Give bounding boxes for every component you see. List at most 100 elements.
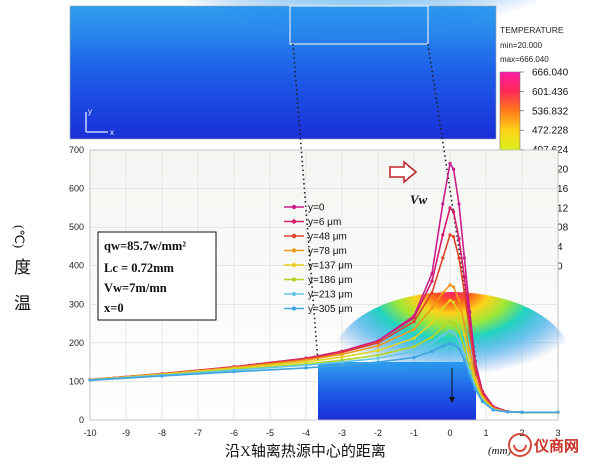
colorbar-tick-label: 536.832	[532, 106, 569, 117]
series-point	[452, 342, 456, 346]
legend-marker	[291, 233, 297, 239]
series-point	[452, 331, 456, 335]
legend-label: y=137 μm	[308, 261, 352, 272]
series-point	[340, 352, 344, 357]
series-point	[441, 202, 445, 206]
colorbar-tick-label: 601.436	[532, 87, 569, 98]
series-point	[452, 210, 456, 214]
series-point	[376, 360, 380, 364]
series-point	[340, 355, 344, 359]
watermark: 仪商网	[508, 433, 579, 457]
y-axis-char-2: 度	[14, 258, 31, 277]
series-point	[452, 285, 456, 289]
x-tick-label: 0	[447, 428, 452, 438]
y-axis-char-1: 温	[14, 294, 31, 313]
watermark-text: 仪商网	[533, 437, 579, 455]
series-point	[376, 344, 380, 348]
series-point	[412, 320, 416, 324]
legend-label: y=6 μm	[308, 217, 341, 228]
series-point	[376, 341, 380, 345]
series-point	[462, 256, 466, 260]
y-tick-label: 300	[69, 299, 84, 309]
series-point	[520, 410, 524, 414]
series-point	[430, 341, 434, 345]
series-point	[448, 161, 452, 166]
legend-label: y=78 μm	[308, 246, 347, 257]
x-tick-label: -7	[194, 428, 202, 438]
colorbar-tick-label: 666.040	[532, 68, 569, 79]
series-point	[462, 275, 466, 279]
series-point	[457, 347, 461, 351]
series-point	[468, 374, 472, 378]
x-axis-title: 沿X轴离热源中心的距离	[225, 443, 386, 460]
x-tick-label: -8	[158, 428, 166, 438]
series-point	[448, 329, 452, 333]
y-tick-label: 600	[69, 184, 84, 194]
legend-marker	[291, 277, 297, 282]
series-point	[462, 347, 466, 351]
y-tick-label: 100	[69, 376, 84, 386]
velocity-arrow-icon	[389, 160, 418, 184]
series-point	[376, 356, 380, 360]
plot-area: -10 -9 -8 -7 -6 -5 -4 -3 -2 -1 0 1 2 3 01002003004005…	[69, 43, 572, 438]
param-line-1: qw=85.7w/mm²	[104, 239, 186, 253]
series-point	[441, 233, 445, 237]
y-tick-label: 0	[79, 415, 84, 425]
series-point	[430, 349, 434, 353]
series-point	[473, 387, 477, 391]
series-point	[448, 342, 452, 346]
colorbar-max-label: max=666.040	[500, 55, 549, 64]
series-point	[506, 410, 510, 414]
series-point	[452, 167, 456, 171]
x-tick-label: -9	[122, 428, 130, 438]
param-line-3: Vw=7m/mn	[104, 281, 167, 295]
param-line-2: Lc = 0.72mm	[104, 261, 175, 275]
legend-marker	[291, 291, 297, 297]
series-point	[462, 333, 466, 337]
colorbar-min-label: min=20.000	[500, 41, 543, 50]
triad-y-label: y	[88, 107, 92, 116]
velocity-indicator: Vw	[389, 160, 428, 207]
legend-label: y=186 μm	[308, 275, 352, 286]
zoom-window	[289, 5, 429, 45]
series-point	[430, 321, 434, 325]
series-point	[441, 256, 445, 260]
series-point	[304, 363, 308, 367]
series-point	[412, 327, 416, 331]
series-point	[441, 291, 445, 295]
velocity-label: Vw	[410, 192, 428, 207]
series-layer	[88, 161, 560, 414]
x-tick-label: -2	[374, 428, 382, 438]
series-point	[452, 235, 456, 239]
x-tick-label: 2	[519, 428, 524, 438]
series-point	[430, 306, 434, 310]
legend-label: y=48 μm	[308, 232, 347, 243]
y-tick-label: 400	[69, 261, 84, 271]
series-point	[430, 335, 434, 339]
x-tick-label: -5	[266, 428, 274, 438]
series-point	[376, 353, 380, 357]
series-point	[457, 202, 461, 206]
series-point	[457, 298, 461, 303]
parameter-box: qw=85.7w/mm² Lc = 0.72mm Vw=7m/mn x=0	[97, 231, 217, 321]
legend-marker	[291, 248, 297, 253]
x-tick-label: 3	[555, 428, 560, 438]
series-point	[448, 206, 452, 210]
legend-marker	[291, 306, 297, 311]
colorbar-title: TEMPERATURE	[500, 25, 564, 35]
series-point	[457, 338, 461, 342]
series-point	[412, 345, 416, 349]
series-point	[448, 320, 452, 324]
projection-line-left	[292, 43, 319, 363]
series-point	[376, 348, 380, 353]
contour-field: y x	[69, 0, 602, 156]
legend: y=0 y=6 μm y=48 μm y=78 μm y=137 μm y=186 μm y…	[284, 203, 352, 315]
series-point	[457, 237, 461, 241]
watermark-logo-icon	[508, 433, 532, 457]
axis-triad-icon: y x	[85, 107, 114, 137]
series-point	[462, 291, 466, 295]
series-point	[448, 233, 452, 237]
x-tick-labels: -10 -9 -8 -7 -6 -5 -4 -3 -2 -1 0 1 2 3	[83, 428, 560, 438]
series-point	[412, 316, 416, 320]
